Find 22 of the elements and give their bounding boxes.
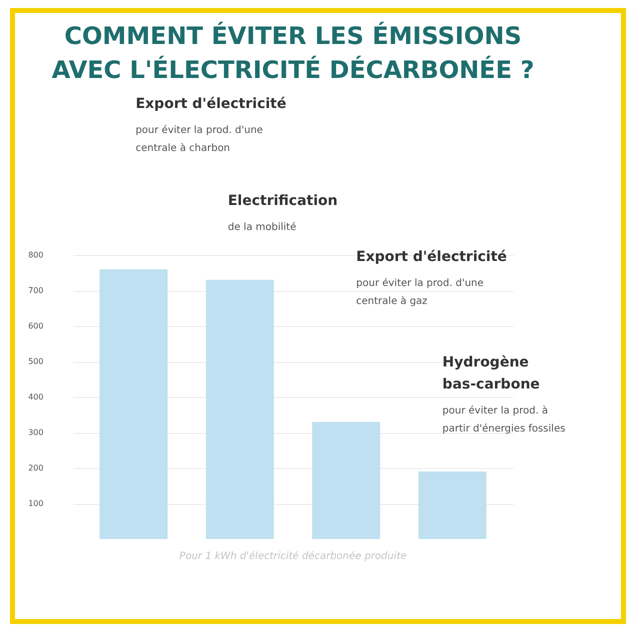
annotation: pour éviter la prod. d'une centrale à gaz xyxy=(356,278,484,307)
bar xyxy=(312,422,380,539)
annotation: Export d'électricité xyxy=(356,248,507,265)
annotation: Hydrogène bas-carbone xyxy=(442,354,540,393)
y-tick-label: 100 xyxy=(28,499,44,508)
chart-title: COMMENT ÉVITER LES ÉMISSIONS AVEC L'ÉLECTRICITÉ DÉCARBONÉE ? xyxy=(52,21,534,84)
y-tick-label: 700 xyxy=(28,286,44,295)
y-tick-label: 400 xyxy=(28,392,44,402)
annotation: pour éviter la prod. à partir d'énergies fossiles xyxy=(442,406,566,435)
text: Electrification xyxy=(228,192,338,209)
y-tick-label: 500 xyxy=(28,357,44,366)
y-tick-label: 200 xyxy=(28,464,44,472)
bar xyxy=(418,472,486,539)
y-tick-label: 600 xyxy=(28,322,44,330)
y-tick-label: 800 xyxy=(28,250,44,260)
text: de la mobilité xyxy=(228,222,296,233)
y-tick-label: 300 xyxy=(28,428,44,437)
text: Export d'électricité xyxy=(136,96,286,112)
text: pour éviter la prod. d'une centrale à charbon xyxy=(136,125,263,154)
bar xyxy=(100,269,168,539)
text: Pour 1 kWh d'électricité décarbonée produite xyxy=(179,551,407,562)
bar xyxy=(206,280,274,539)
